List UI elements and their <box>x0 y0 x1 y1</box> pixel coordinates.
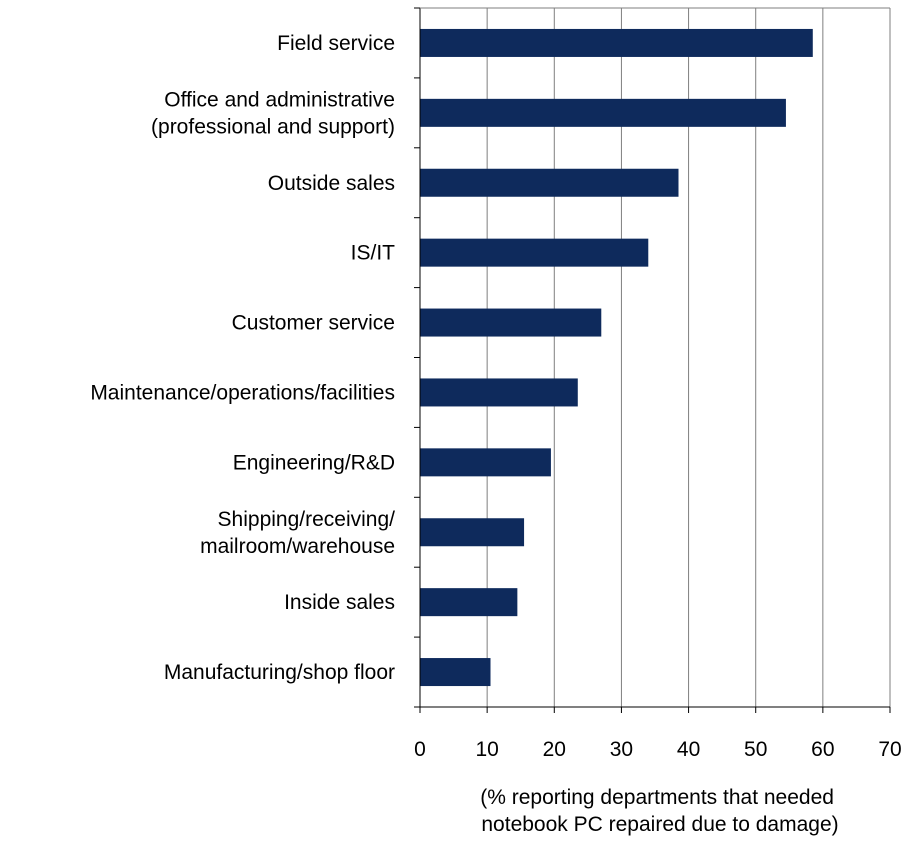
category-label: Office and administrative (professional a… <box>151 88 395 138</box>
x-tick-label: 30 <box>610 738 633 761</box>
bars <box>420 28 813 687</box>
category-label-line: Shipping/receiving/ <box>218 508 396 531</box>
bar <box>420 238 649 267</box>
y-axis-ticks <box>414 7 420 708</box>
bar <box>420 98 786 127</box>
category-label: Outside sales <box>268 172 395 195</box>
bar <box>420 168 679 197</box>
x-tick-labels: 0 10 20 30 40 50 60 70 <box>414 738 902 761</box>
x-tick-label: 50 <box>744 738 767 761</box>
category-label-line: Inside sales <box>284 591 395 614</box>
category-label-line: Field service <box>277 32 395 55</box>
category-label-line: Maintenance/operations/facilities <box>90 381 395 404</box>
category-label: Shipping/receiving/mailroom/warehouse <box>200 508 395 558</box>
x-axis-label: (% reporting departments that needed not… <box>480 786 840 836</box>
bar <box>420 588 518 617</box>
x-axis-label-line-2: notebook PC repaired due to damage) <box>481 813 838 836</box>
category-label-line: IS/IT <box>351 242 396 265</box>
category-label-line: Outside sales <box>268 172 395 195</box>
category-label: Maintenance/operations/facilities <box>90 381 395 404</box>
x-tick-label: 60 <box>811 738 834 761</box>
bar <box>420 28 813 57</box>
category-label: Manufacturing/shop floor <box>164 661 395 684</box>
category-label-line: mailroom/warehouse <box>200 535 395 558</box>
category-label: Inside sales <box>284 591 395 614</box>
category-label-line: Manufacturing/shop floor <box>164 661 395 684</box>
category-label-line: Engineering/R&D <box>233 451 395 474</box>
x-tick-label: 10 <box>475 738 498 761</box>
x-tick-label: 40 <box>677 738 700 761</box>
bar <box>420 658 491 687</box>
category-label-line: Office and administrative <box>164 88 395 111</box>
bar <box>420 518 525 547</box>
x-axis-ticks <box>419 707 891 713</box>
category-labels: Field service Office and administrative (p… <box>90 32 395 684</box>
bar <box>420 448 551 477</box>
bar <box>420 378 578 407</box>
x-axis-label-line-1: (% reporting departments that needed <box>480 786 834 809</box>
category-label: Customer service <box>232 312 395 335</box>
category-label: Engineering/R&D <box>233 451 395 474</box>
bar <box>420 308 602 337</box>
x-tick-label: 70 <box>878 738 901 761</box>
category-label: Field service <box>277 32 395 55</box>
category-label-line: (professional and support) <box>151 115 395 138</box>
x-tick-label: 0 <box>414 738 426 761</box>
x-tick-label: 20 <box>543 738 566 761</box>
category-label: IS/IT <box>351 242 396 265</box>
category-label-line: Customer service <box>232 312 395 335</box>
